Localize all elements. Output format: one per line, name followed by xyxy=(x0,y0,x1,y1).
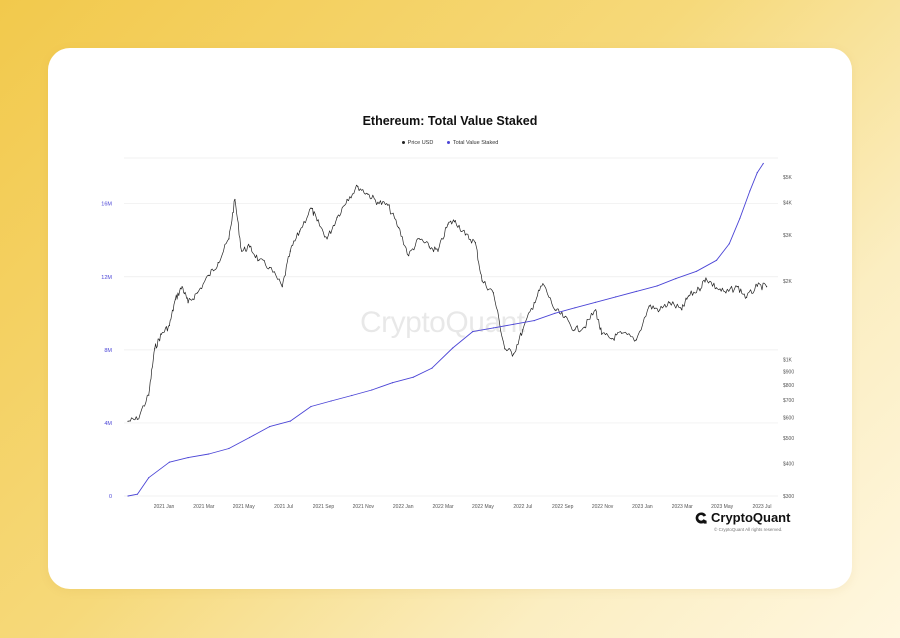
x-axis-tick-label: 2023 Mar xyxy=(672,504,693,510)
x-axis-tick-label: 2022 Jan xyxy=(393,504,414,510)
legend-staked[interactable]: Total Value Staked xyxy=(446,140,499,146)
x-axis-tick-label: 2022 Sep xyxy=(552,504,574,510)
left-axis-tick-label: 12M xyxy=(101,275,112,281)
chart-card: Ethereum: Total Value Staked Price USD T… xyxy=(48,48,852,589)
legend-price-marker xyxy=(401,141,405,145)
right-axis-tick-label: $4K xyxy=(783,200,793,206)
x-axis-tick-label: 2021 Sep xyxy=(313,504,335,510)
right-axis-tick-label: $300 xyxy=(783,494,794,500)
chart-title: Ethereum: Total Value Staked xyxy=(362,114,538,128)
legend-price[interactable]: Price USD xyxy=(401,140,434,146)
right-axis-tick-label: $1K xyxy=(783,357,793,363)
x-axis-tick-label: 2021 Mar xyxy=(193,504,214,510)
left-axis-tick-label: 0 xyxy=(109,494,112,500)
right-axis-tick-label: $700 xyxy=(783,398,794,404)
left-axis-tick-label: 16M xyxy=(101,202,112,208)
right-axis-tick-label: $900 xyxy=(783,369,794,375)
price-usd-line xyxy=(127,184,767,422)
x-axis-tick-label: 2022 Jul xyxy=(513,504,532,510)
left-axis-tick-label: 8M xyxy=(104,348,112,354)
x-axis-tick-label: 2022 Mar xyxy=(433,504,454,510)
x-axis-tick-label: 2022 Nov xyxy=(592,504,614,510)
right-axis-tick-label: $500 xyxy=(783,436,794,442)
x-axis-tick-label: 2021 Jan xyxy=(154,504,175,510)
x-axis-tick-label: 2022 May xyxy=(472,504,494,510)
brand: CryptoQuant xyxy=(694,510,790,525)
legend-staked-marker xyxy=(446,141,450,145)
chart-legend: Price USD Total Value Staked xyxy=(48,140,852,146)
brand-name: CryptoQuant xyxy=(711,510,791,525)
x-axis-tick-label: 2021 Nov xyxy=(353,504,375,510)
right-axis-tick-label: $5K xyxy=(783,175,793,181)
legend-staked-label: Total Value Staked xyxy=(452,140,499,146)
right-axis-tick-label: $600 xyxy=(783,415,794,421)
right-axis-tick-label: $3K xyxy=(783,233,793,239)
right-axis-tick-label: $400 xyxy=(783,461,794,467)
x-axis-tick-label: 2021 May xyxy=(233,504,255,510)
right-axis-tick-label: $2K xyxy=(783,279,793,285)
x-axis-tick-label: 2021 Jul xyxy=(274,504,293,510)
copyright: © CryptoQuant All rights reserved. xyxy=(714,527,783,532)
x-axis-tick-label: 2023 Jan xyxy=(632,504,653,510)
right-axis-tick-label: $800 xyxy=(783,383,794,389)
legend-price-label: Price USD xyxy=(407,140,434,146)
x-axis-tick-label: 2023 May xyxy=(711,504,733,510)
chart-plot: 0 4M 8M 12M 16M $300 $400 $500 $600 $700 $800 $900 $… xyxy=(101,157,794,510)
x-axis-tick-label: 2023 Jul xyxy=(753,504,772,510)
total-value-staked-line xyxy=(127,163,764,497)
left-axis-tick-label: 4M xyxy=(104,421,112,427)
cryptoquant-logo-icon xyxy=(695,511,707,524)
